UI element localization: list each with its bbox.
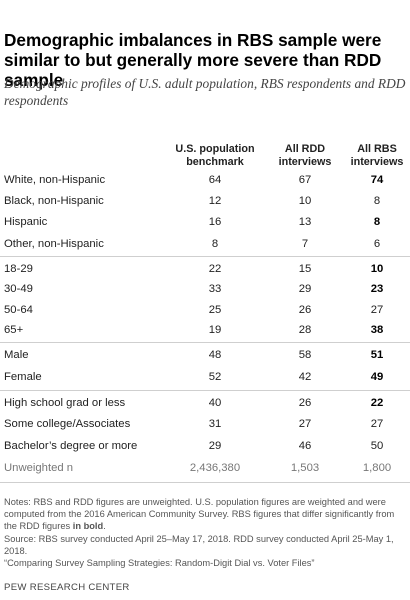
rdd-value: 15 <box>298 263 312 275</box>
rdd-value: 27 <box>298 418 312 430</box>
row-label: Other, non-Hispanic <box>4 238 104 250</box>
column-header-line: interviews <box>278 155 332 168</box>
benchmark-value: 48 <box>208 349 222 361</box>
row-label: Hispanic <box>4 216 48 228</box>
rbs-value: 8 <box>373 195 381 207</box>
benchmark-value: 52 <box>208 371 222 383</box>
rdd-value: 26 <box>298 304 312 316</box>
rbs-value: 74 <box>370 174 384 186</box>
notes-block: Notes: RBS and RDD figures are unweighte… <box>4 496 406 569</box>
row-label: Black, non-Hispanic <box>4 195 104 207</box>
rdd-value: 26 <box>298 397 312 409</box>
row-label: Male <box>4 349 29 361</box>
rbs-value: 38 <box>370 324 384 336</box>
table-row: 65+ 19 28 38 <box>0 321 410 340</box>
rbs-value: 10 <box>370 263 384 275</box>
rbs-value: 51 <box>370 349 384 361</box>
rbs-value: 22 <box>370 397 384 409</box>
benchmark-value: 8 <box>211 238 219 250</box>
row-label: High school grad or less <box>4 397 126 409</box>
benchmark-value: 19 <box>208 324 222 336</box>
source-text: Source: RBS survey conducted April 25–Ma… <box>4 533 394 556</box>
table-row: Black, non-Hispanic 12 10 8 <box>0 192 410 211</box>
rdd-value: 1,503 <box>290 462 320 474</box>
rdd-value: 28 <box>298 324 312 336</box>
rbs-value: 6 <box>373 238 381 250</box>
row-label: Female <box>4 371 42 383</box>
figure-title: Demographic imbalances in RBS sample wer… <box>4 30 382 90</box>
report-title: “Comparing Survey Sampling Strategies: R… <box>4 558 315 569</box>
rdd-value: 42 <box>298 371 312 383</box>
benchmark-value: 2,436,380 <box>189 462 241 474</box>
unweighted-row: Unweighted n 2,436,380 1,503 1,800 <box>0 459 410 478</box>
notes-end: . <box>103 521 106 532</box>
notes-body: Notes: RBS and RDD figures are unweighte… <box>4 497 395 532</box>
rdd-value: 13 <box>298 216 312 228</box>
row-label: 50-64 <box>4 304 33 316</box>
table-row: Hispanic 16 13 8 <box>0 213 410 232</box>
table-row: Male 48 58 51 <box>0 346 410 365</box>
rbs-value: 27 <box>370 304 384 316</box>
row-label: Some college/Associates <box>4 418 131 430</box>
group-divider <box>0 390 410 391</box>
figure-subtitle: Demographic profiles of U.S. adult popul… <box>4 76 406 108</box>
notes-bold-phrase: in bold <box>72 521 104 532</box>
row-label: 65+ <box>4 324 24 336</box>
group-divider <box>0 342 410 343</box>
table-row: 18-29 22 15 10 <box>0 260 410 279</box>
rdd-value: 7 <box>301 238 309 250</box>
footer-credit: PEW RESEARCH CENTER <box>4 582 130 593</box>
benchmark-value: 16 <box>208 216 222 228</box>
benchmark-value: 29 <box>208 440 222 452</box>
benchmark-value: 12 <box>208 195 222 207</box>
rbs-value: 49 <box>370 371 384 383</box>
table-row: Some college/Associates 31 27 27 <box>0 415 410 434</box>
benchmark-value: 25 <box>208 304 222 316</box>
table-row: 50-64 25 26 27 <box>0 301 410 320</box>
table-row: Other, non-Hispanic 8 7 6 <box>0 235 410 254</box>
row-label: Bachelor’s degree or more <box>4 440 138 452</box>
group-divider <box>0 256 410 257</box>
column-header-rdd: All RDD interviews <box>265 143 345 168</box>
rdd-value: 46 <box>298 440 312 452</box>
table-row: Female 52 42 49 <box>0 368 410 387</box>
column-header-line: interviews <box>350 155 404 168</box>
column-header-line: U.S. population <box>175 143 255 155</box>
benchmark-value: 22 <box>208 263 222 275</box>
rbs-value: 23 <box>370 283 384 295</box>
column-header-rbs: All RBS interviews <box>340 143 410 168</box>
benchmark-value: 40 <box>208 397 222 409</box>
rbs-value: 50 <box>370 440 384 452</box>
row-label: Unweighted n <box>4 462 74 474</box>
rdd-value: 58 <box>298 349 312 361</box>
row-label: 18-29 <box>4 263 33 275</box>
row-label: 30-49 <box>4 283 33 295</box>
rdd-value: 10 <box>298 195 312 207</box>
notes-text: Notes: RBS and RDD figures are unweighte… <box>4 496 406 533</box>
benchmark-value: 33 <box>208 283 222 295</box>
table-row: Bachelor’s degree or more 29 46 50 <box>0 437 410 456</box>
rdd-value: 67 <box>298 174 312 186</box>
table-row: High school grad or less 40 26 22 <box>0 394 410 413</box>
rbs-value: 27 <box>370 418 384 430</box>
column-header-benchmark: U.S. population benchmark <box>175 143 255 168</box>
notes-divider <box>0 482 410 483</box>
column-header-line: All RDD <box>284 143 326 155</box>
column-header-line: All RBS <box>357 143 397 155</box>
benchmark-value: 31 <box>208 418 222 430</box>
table-row: White, non-Hispanic 64 67 74 <box>0 171 410 190</box>
benchmark-value: 64 <box>208 174 222 186</box>
row-label: White, non-Hispanic <box>4 174 106 186</box>
rbs-value: 8 <box>373 216 381 228</box>
rdd-value: 29 <box>298 283 312 295</box>
column-header-line: benchmark <box>186 155 244 168</box>
rbs-value: 1,800 <box>362 462 392 474</box>
table-row: 30-49 33 29 23 <box>0 280 410 299</box>
